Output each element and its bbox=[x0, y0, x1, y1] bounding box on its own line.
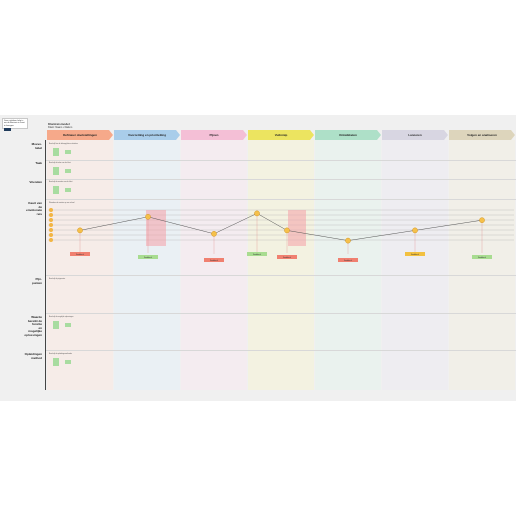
sticky-note[interactable] bbox=[53, 186, 59, 190]
emotion-scale-icon bbox=[49, 223, 53, 227]
sticky-note[interactable] bbox=[53, 325, 59, 329]
emotion-point-icon bbox=[284, 227, 290, 234]
sticky-note[interactable] bbox=[53, 362, 59, 366]
board-heading: Klantreismodel bbox=[48, 122, 70, 126]
board-subtitle: Klant: Naam • Datum bbox=[48, 126, 73, 129]
phase-column bbox=[449, 140, 515, 390]
emotion-point-icon bbox=[412, 227, 418, 234]
phase-header-item[interactable]: Lanceren bbox=[382, 130, 448, 140]
phase-header-item[interactable]: Ontwikkelen bbox=[315, 130, 381, 140]
sticky-note[interactable] bbox=[65, 360, 71, 364]
instruction-line: te brengen. bbox=[4, 124, 15, 127]
emotion-point-icon bbox=[254, 210, 260, 217]
emotion-scale-icon bbox=[49, 213, 53, 217]
phase-column bbox=[248, 140, 314, 390]
emotion-scale-icon bbox=[49, 238, 53, 242]
row-axis bbox=[45, 140, 46, 390]
feedback-sticky bbox=[204, 258, 224, 262]
learn-button[interactable]: LEARN bbox=[4, 128, 12, 131]
row-label: Pijn-punten bbox=[32, 277, 42, 285]
phase-column bbox=[382, 140, 448, 390]
phase-header-item[interactable]: Pijnen bbox=[181, 130, 247, 140]
feedback-sticky bbox=[70, 252, 90, 256]
emotion-line bbox=[79, 213, 483, 241]
emotion-point-icon bbox=[145, 213, 151, 220]
feedback-label: Feedback bbox=[411, 254, 419, 256]
feedback-label: Feedback bbox=[76, 254, 84, 256]
feedback-sticky bbox=[277, 255, 297, 259]
sticky-note[interactable] bbox=[53, 190, 59, 194]
phase-header-item[interactable]: Volgen en analiseren bbox=[449, 130, 515, 140]
sticky-note[interactable] bbox=[53, 171, 59, 175]
emotion-scale-icon bbox=[49, 228, 53, 232]
sticky-note[interactable] bbox=[53, 358, 59, 362]
emotion-point-icon bbox=[345, 237, 351, 244]
row-cell-text: Beschrijf de taken van de klant bbox=[49, 163, 71, 164]
emotion-point-icon bbox=[479, 217, 485, 223]
phase-column bbox=[114, 140, 180, 390]
emotion-point-icon bbox=[77, 227, 83, 234]
row-label: Kaart van de emotionele reis bbox=[26, 201, 42, 216]
row-cell-text: Beschrijf de mogelijke oplossingen bbox=[49, 317, 74, 318]
row-label: Opleidingen method bbox=[24, 352, 42, 360]
emotion-scale-icon bbox=[49, 233, 53, 237]
row-label: Vrienden bbox=[29, 180, 42, 184]
emotion-scale-icon bbox=[49, 218, 53, 222]
feedback-sticky bbox=[338, 258, 358, 262]
instruction-card: Deze sjabloon helpt u om de klantreis in… bbox=[2, 118, 28, 131]
sticky-note[interactable] bbox=[53, 167, 59, 171]
feedback-sticky bbox=[472, 255, 492, 259]
row-label: Moeve-label bbox=[31, 142, 42, 150]
feedback-sticky bbox=[247, 252, 267, 256]
sticky-note[interactable] bbox=[53, 148, 59, 152]
phase-header-item[interactable]: Vuilnmip bbox=[248, 130, 314, 140]
phase-column bbox=[47, 140, 113, 390]
sticky-note[interactable] bbox=[53, 321, 59, 325]
board-title: Klantreismodel Klant: Naam • Datum bbox=[48, 122, 73, 130]
row-label: Waarde bereikt de functie en mogelijke oploss… bbox=[24, 315, 42, 337]
phase-column bbox=[181, 140, 247, 390]
row-cell-text: Beschrijf de pijnpunten bbox=[49, 279, 66, 280]
feedback-label: Feedback bbox=[253, 254, 261, 256]
instruction-line: Deze sjabloon helpt u bbox=[4, 120, 24, 122]
phase-column bbox=[315, 140, 381, 390]
sticky-note[interactable] bbox=[65, 169, 71, 173]
sticky-note[interactable] bbox=[65, 323, 71, 327]
pain-highlight bbox=[146, 210, 166, 246]
instruction-line: om de klantreis in kaart bbox=[4, 122, 25, 125]
sticky-note[interactable] bbox=[65, 188, 71, 192]
row-cell-text: Beschrijf de emoties van de klant bbox=[49, 182, 73, 183]
phase-header-item[interactable]: Definieer doelstellingen bbox=[47, 130, 113, 140]
row-cell-text: Waardeer de emoties op een schaal bbox=[49, 203, 75, 204]
feedback-label: Feedback bbox=[283, 257, 291, 259]
feedback-label: Feedback bbox=[144, 257, 152, 259]
emotion-scale-icon bbox=[49, 208, 53, 212]
feedback-label: Feedback bbox=[210, 260, 218, 262]
feedback-sticky bbox=[138, 255, 158, 259]
pain-highlight bbox=[288, 210, 306, 246]
row-label: Taak bbox=[35, 161, 42, 165]
feedback-label: Feedback bbox=[344, 260, 352, 262]
row-cell-text: Beschrijf hier de belangrijkste activite… bbox=[49, 144, 78, 145]
sticky-note[interactable] bbox=[53, 152, 59, 156]
phase-header-item[interactable]: Voorzetting en prioriteiting bbox=[114, 130, 180, 140]
row-cell-text: Beschrijf de opleidingsmethoden bbox=[49, 354, 73, 355]
emotion-point-icon bbox=[211, 230, 217, 237]
feedback-sticky bbox=[405, 252, 425, 256]
feedback-label: Feedback bbox=[478, 257, 486, 259]
sticky-note[interactable] bbox=[65, 150, 71, 154]
